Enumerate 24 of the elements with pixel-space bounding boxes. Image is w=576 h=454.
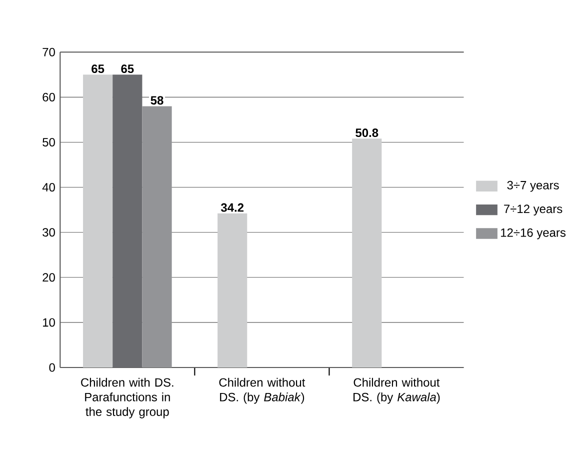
data-label: 34.2 (220, 203, 244, 212)
bar (352, 138, 382, 368)
y-tick-label: 10 (43, 318, 55, 327)
y-tick-label: 20 (42, 272, 55, 282)
data-label: 58 (150, 96, 164, 104)
data-label: 65 (121, 64, 134, 73)
bar (142, 106, 172, 368)
data-label: 50.8 (356, 128, 378, 137)
bar (218, 213, 248, 368)
y-tick-label: 40 (42, 182, 55, 192)
legend-label: 12÷16 years (501, 228, 566, 240)
x-tick-label: Children without DS. (by Kawala) (354, 378, 440, 404)
y-tick-label: 60 (42, 92, 55, 102)
y-tick-label: 30 (42, 228, 55, 236)
y-tick-label: 70 (42, 48, 55, 56)
bar (83, 74, 113, 368)
legend-label: 7÷12 years (504, 204, 562, 216)
data-label: 65 (92, 64, 104, 73)
bar (112, 74, 142, 368)
x-tick-label: Children without DS. (by Babiak) (219, 378, 306, 404)
y-tick-label: 50 (42, 138, 55, 146)
y-tick-label: 0 (49, 363, 55, 372)
legend-label: 3÷7 years (507, 180, 559, 192)
x-tick-label: Children with DS. Parafunctions in the study group (81, 378, 174, 418)
